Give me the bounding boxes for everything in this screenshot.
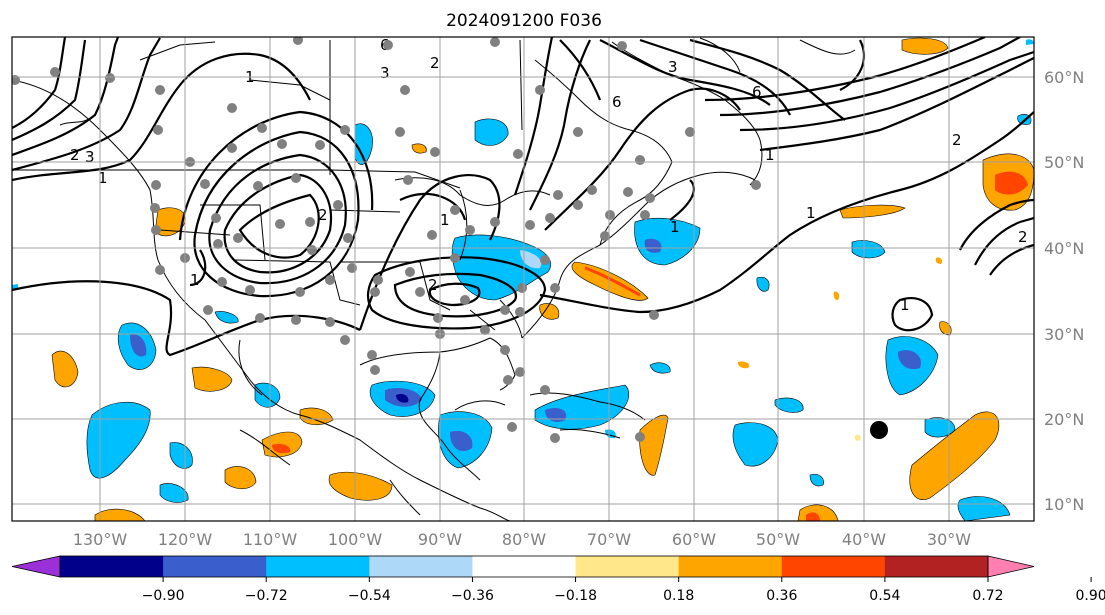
colorbar-bin: [472, 556, 577, 577]
longitude-tick-label: 40°W: [842, 530, 886, 549]
anomaly-shading: [12, 37, 1034, 521]
colorbar-extend-high: [987, 555, 1035, 578]
contour-label: 6: [612, 93, 622, 111]
colorbar-bin: [163, 556, 267, 577]
contour-label: 3: [380, 64, 390, 82]
storm-center-marker: [870, 421, 888, 439]
longitude-tick-label: 60°W: [672, 530, 716, 549]
contour-label: 1: [1, 136, 11, 154]
colorbar-bin: [575, 556, 680, 577]
colorbar-bin: [369, 556, 473, 577]
colorbar-tick-label: −0.90: [142, 588, 185, 604]
contour-label: 1: [806, 204, 816, 222]
contour-label: 2: [318, 206, 328, 224]
latitude-tick-label: 20°N: [1044, 410, 1084, 429]
contour-label: 1: [440, 211, 450, 229]
map-plot-area: 1 2 3 6 1 2 3 1 1 2 6 1 2 1 1 2 1 3 6 2 …: [1, 37, 1034, 521]
colorbar-tick-label: −0.36: [451, 588, 494, 604]
contour-label: 2: [952, 131, 962, 149]
longitude-tick-label: 130°W: [73, 530, 128, 549]
contour-label: 2: [70, 146, 80, 164]
longitude-axis: 130°W 120°W 110°W 100°W 90°W 80°W 70°W 60°W 50°W…: [73, 530, 971, 549]
contour-label: 2: [1018, 228, 1028, 246]
colorbar-tick-label: −0.18: [554, 588, 597, 604]
contour-label: 1: [190, 271, 200, 289]
colorbar: −0.90 −0.72 −0.54 −0.36 −0.18 0.18 0.36 0.54 0.7…: [11, 555, 1105, 604]
latitude-tick-label: 40°N: [1044, 239, 1084, 258]
contour-label: 1: [900, 296, 910, 314]
longitude-tick-label: 100°W: [328, 530, 383, 549]
colorbar-tick-label: 0.72: [972, 588, 1003, 604]
latitude-tick-label: 10°N: [1044, 495, 1084, 514]
colorbar-tick-label: −0.54: [348, 588, 391, 604]
contour-label: 2: [430, 54, 440, 72]
contour-label: 1: [98, 169, 108, 187]
colorbar-bin: [781, 556, 886, 577]
latitude-axis: 60°N 50°N 40°N 30°N 20°N 10°N: [1044, 68, 1084, 514]
map-title: 2024091200 F036: [446, 11, 602, 31]
longitude-tick-label: 120°W: [158, 530, 213, 549]
contour-label: 1: [765, 146, 775, 164]
colorbar-bin: [884, 556, 989, 577]
colorbar-extend-low: [11, 555, 61, 578]
colorbar-bin: [678, 556, 783, 577]
map-frame: [11, 36, 1035, 522]
contour-label: 2: [428, 276, 438, 294]
longitude-tick-label: 80°W: [502, 530, 546, 549]
colorbar-tick-label: −0.72: [245, 588, 288, 604]
contour-label: 3: [668, 58, 678, 76]
colorbar-bin: [60, 556, 164, 577]
contour-label: 3: [85, 148, 95, 166]
map-gridlines: [12, 37, 1034, 521]
longitude-tick-label: 30°W: [927, 530, 971, 549]
colorbar-tick-label: 0.90: [1076, 588, 1105, 604]
colorbar-tick-label: 0.36: [766, 588, 797, 604]
colorbar-tick-label: 0.54: [869, 588, 900, 604]
colorbar-tick-label: 0.18: [663, 588, 694, 604]
longitude-tick-label: 90°W: [418, 530, 462, 549]
contour-label: 6: [752, 83, 762, 101]
longitude-tick-label: 70°W: [587, 530, 631, 549]
latitude-tick-label: 30°N: [1044, 325, 1084, 344]
colorbar-bin: [266, 556, 370, 577]
longitude-tick-label: 110°W: [243, 530, 298, 549]
longitude-tick-label: 50°W: [756, 530, 800, 549]
latitude-tick-label: 60°N: [1044, 68, 1084, 87]
contour-label: 1: [670, 218, 680, 236]
latitude-tick-label: 50°N: [1044, 153, 1084, 172]
